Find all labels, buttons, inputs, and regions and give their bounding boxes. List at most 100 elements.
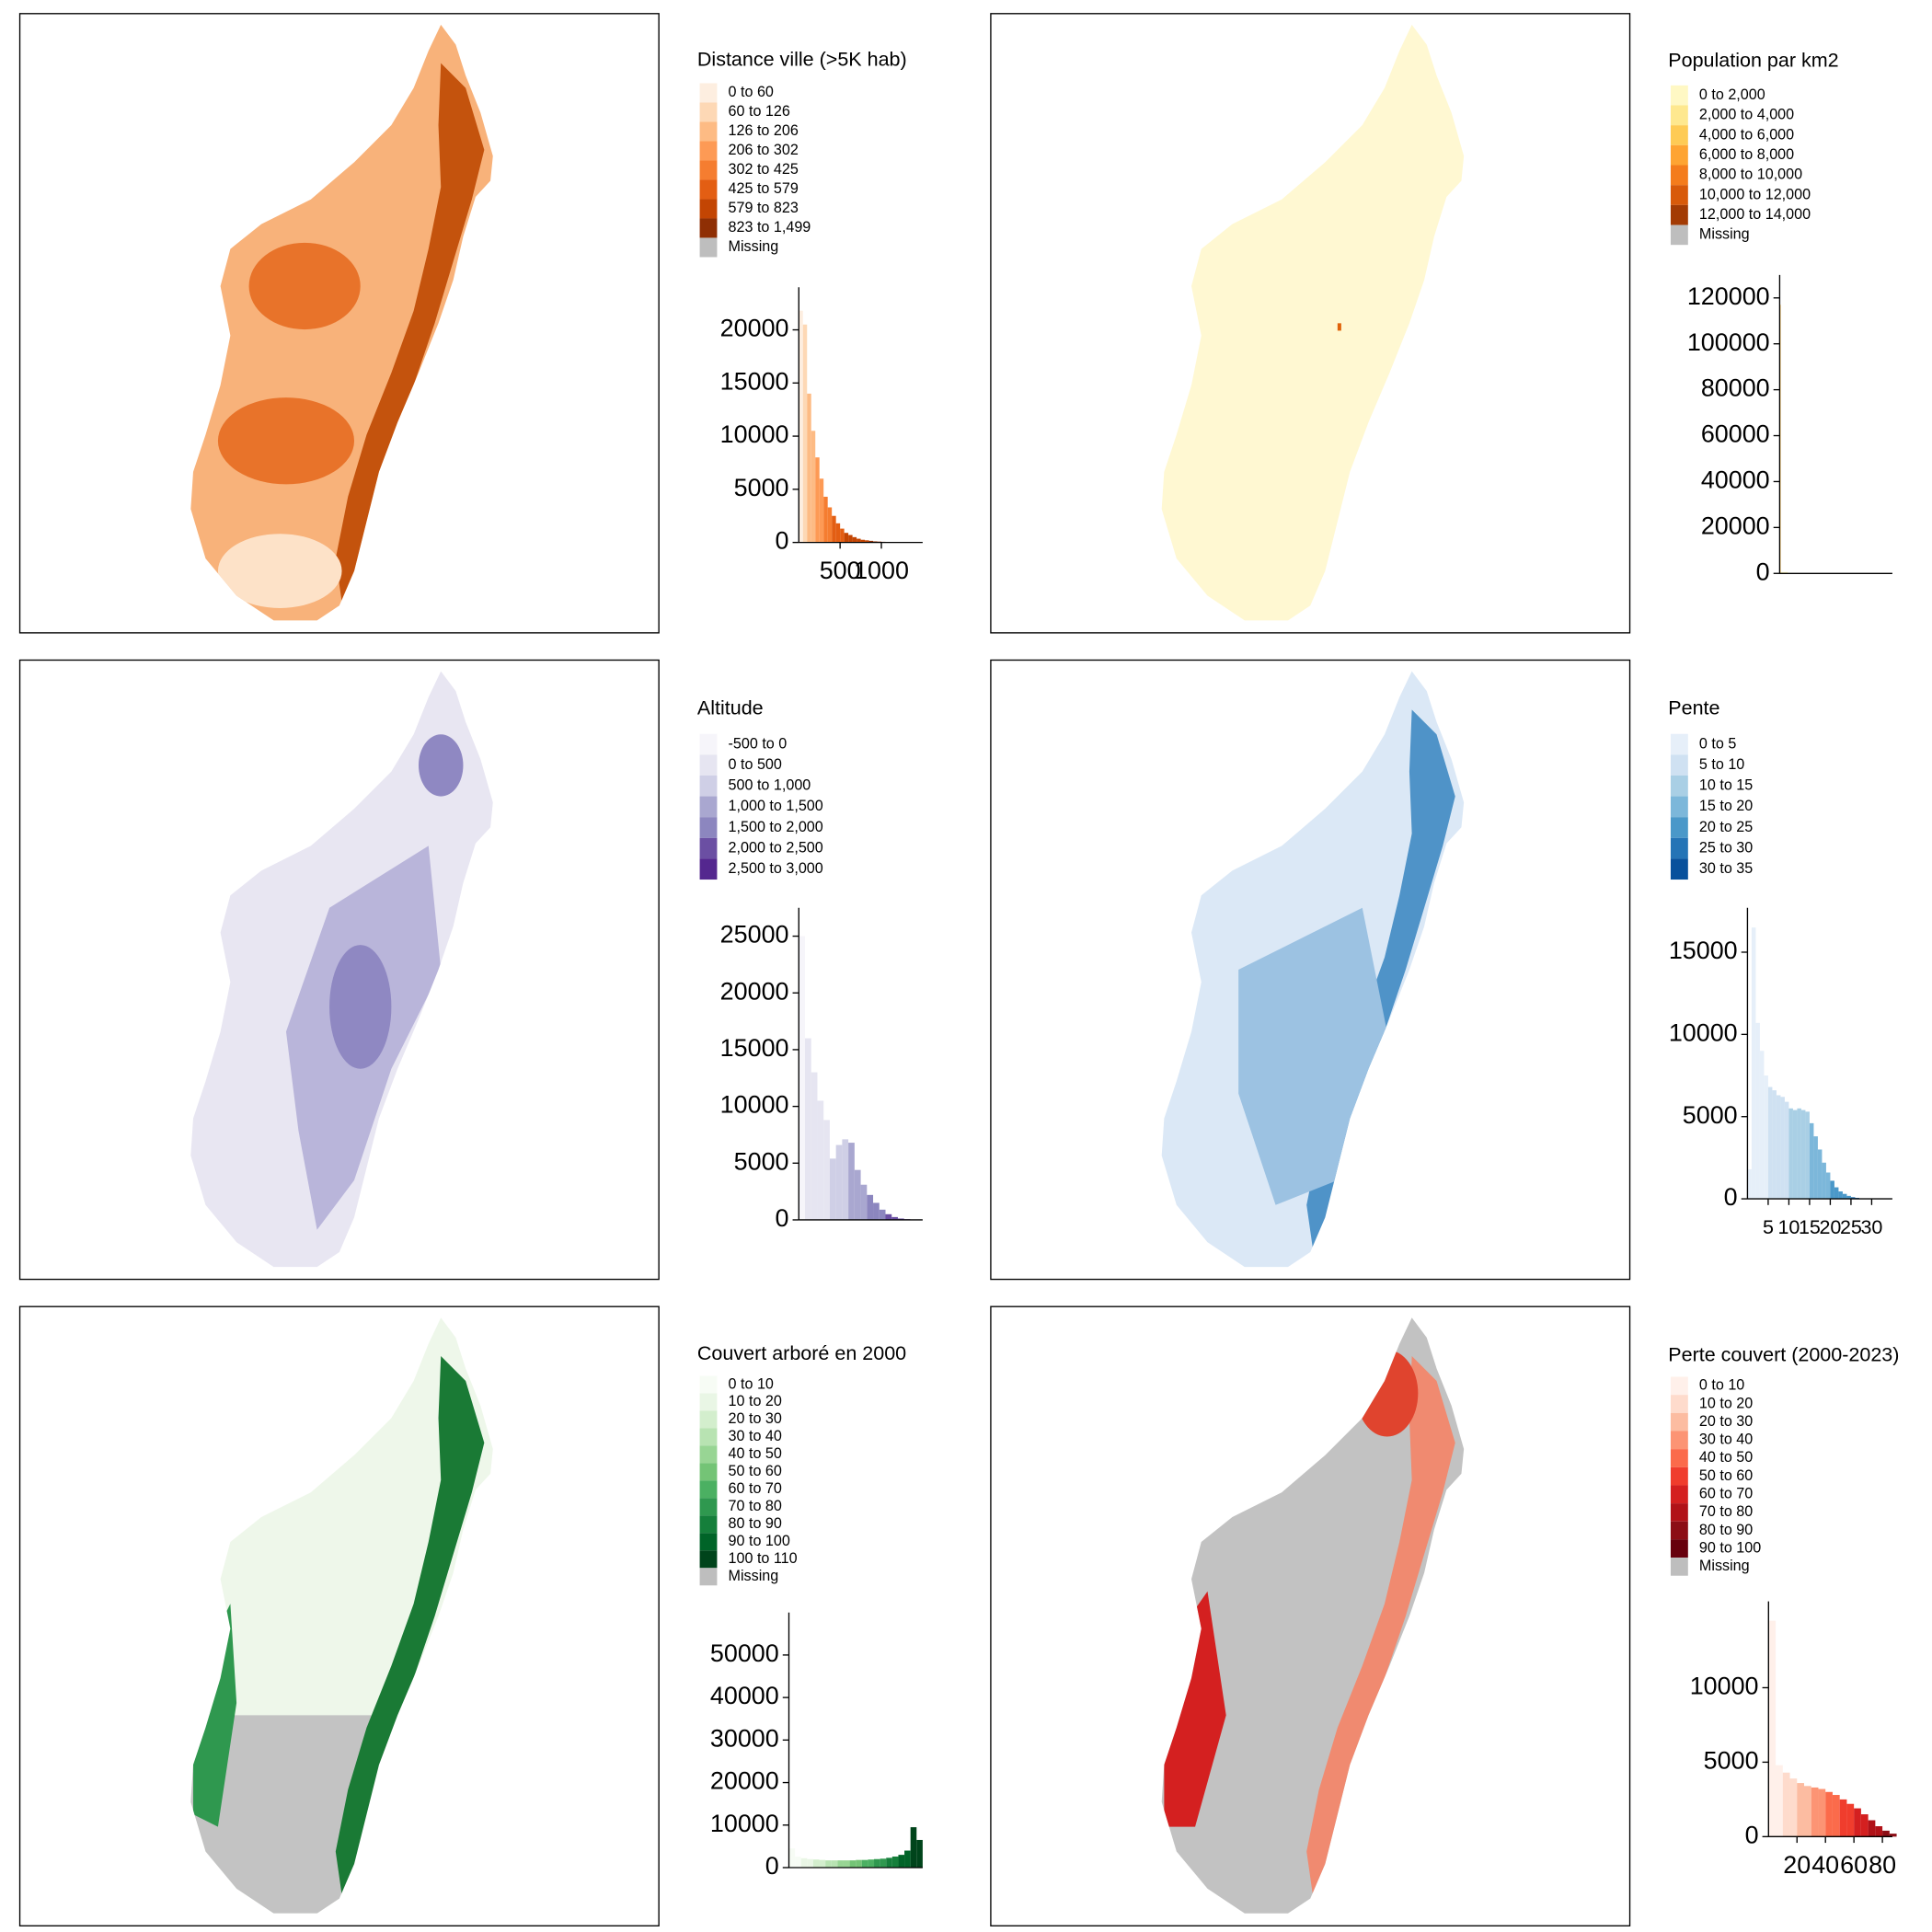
legend-swatch xyxy=(1670,837,1688,859)
y-tick-label: 20000 xyxy=(720,977,789,1005)
histogram-bar xyxy=(840,528,845,543)
histogram-bar xyxy=(852,536,857,543)
histogram-bar xyxy=(891,1856,899,1868)
histogram-bar xyxy=(1780,571,1788,574)
histogram-bar xyxy=(868,1859,875,1868)
legend-swatch xyxy=(1670,817,1688,838)
legend-label: 20 to 30 xyxy=(1699,1413,1753,1430)
histogram-bar xyxy=(1832,1795,1840,1837)
map-panel xyxy=(990,13,1631,634)
histogram-bar xyxy=(844,533,849,543)
histogram-bar xyxy=(1780,1097,1785,1200)
x-tick-label: 500 xyxy=(820,557,861,584)
histogram-bar xyxy=(1797,1783,1804,1837)
legend-label: Missing xyxy=(729,238,779,255)
legend-swatch xyxy=(699,121,718,142)
legend-swatch xyxy=(1670,1431,1688,1450)
x-tick-label: 20 xyxy=(1819,1216,1841,1238)
legend-label: 70 to 80 xyxy=(1699,1503,1753,1520)
legend-swatch xyxy=(1670,1503,1688,1522)
histogram-bar xyxy=(823,496,828,543)
map-panel xyxy=(18,1305,660,1926)
histogram-bar xyxy=(831,1860,838,1868)
legend-title: Couvert arboré en 2000 xyxy=(697,1342,906,1364)
legend-label: 12,000 to 14,000 xyxy=(1699,206,1811,223)
legend-swatch xyxy=(1670,1466,1688,1486)
histogram-bar xyxy=(812,1859,820,1868)
legend-swatch xyxy=(699,1410,718,1429)
legend-label: 8,000 to 10,000 xyxy=(1699,167,1802,183)
legend-swatch xyxy=(699,141,718,161)
legend-label: 579 to 823 xyxy=(729,200,799,216)
histogram-bar xyxy=(1776,1765,1783,1837)
histogram-bar xyxy=(832,515,836,543)
legend-label: 1,000 to 1,500 xyxy=(729,798,823,814)
histogram-bar xyxy=(819,478,824,543)
map-panel xyxy=(990,1305,1631,1926)
histogram-bar xyxy=(1767,1087,1773,1200)
legend-label: 4,000 to 6,000 xyxy=(1699,126,1794,143)
legend-swatch xyxy=(1670,1539,1688,1558)
legend-swatch xyxy=(699,1393,718,1411)
legend-label: 6,000 to 8,000 xyxy=(1699,146,1794,163)
y-tick-label: 100000 xyxy=(1687,328,1770,356)
legend-label: 10,000 to 12,000 xyxy=(1699,186,1811,202)
histogram-bar xyxy=(1805,1111,1810,1200)
legend-label: 40 to 50 xyxy=(1699,1449,1753,1466)
legend-label: 425 to 579 xyxy=(729,180,799,197)
histogram-bar xyxy=(807,393,811,543)
y-tick-label: 0 xyxy=(765,1852,779,1880)
histogram-bar xyxy=(1768,1620,1777,1837)
histogram-bar xyxy=(857,538,861,543)
histogram-bar xyxy=(1825,1172,1831,1200)
legend-swatch xyxy=(699,817,718,838)
histogram-bar xyxy=(807,1858,813,1868)
y-tick-label: 0 xyxy=(776,527,789,555)
legend-label: 0 to 60 xyxy=(729,84,774,100)
histogram-bar xyxy=(1759,1051,1765,1200)
legend-swatch xyxy=(1670,1521,1688,1540)
y-tick-label: 15000 xyxy=(1669,937,1738,964)
histogram-bar xyxy=(1772,1090,1777,1200)
histogram-bar xyxy=(916,1839,923,1868)
legend-swatch xyxy=(1670,796,1688,818)
histogram-bar xyxy=(1747,1168,1752,1200)
y-tick-label: 0 xyxy=(1756,558,1770,585)
histogram-bar xyxy=(829,1158,836,1220)
histogram-bar xyxy=(1834,1187,1839,1200)
histogram-bar xyxy=(1764,1075,1768,1200)
histogram-bar xyxy=(1776,1095,1781,1200)
histogram-bar xyxy=(827,507,833,543)
legend-label: 0 to 2,000 xyxy=(1699,86,1765,103)
histogram-bar xyxy=(867,1194,874,1220)
legend-label: 20 to 25 xyxy=(1699,819,1753,835)
y-tick-label: 5000 xyxy=(734,1147,789,1175)
legend-swatch xyxy=(699,1375,718,1394)
histogram-bar xyxy=(837,1860,844,1868)
histogram-bar xyxy=(811,1072,818,1220)
histogram-bar xyxy=(1800,1110,1806,1200)
histogram-bar xyxy=(1882,1830,1890,1837)
legend-swatch xyxy=(1670,204,1688,225)
histogram-bar xyxy=(879,1209,886,1220)
histogram-bar xyxy=(904,1850,911,1868)
histogram-bar xyxy=(910,1827,917,1868)
map-panel xyxy=(18,13,660,634)
y-tick-label: 60000 xyxy=(1701,420,1770,448)
histogram-bar xyxy=(1813,1136,1818,1200)
histogram-bar xyxy=(1846,1195,1851,1200)
histogram-bar xyxy=(799,936,805,1220)
histogram-bar xyxy=(1839,1799,1847,1837)
histogram-bar xyxy=(1822,1162,1826,1200)
histogram-bar xyxy=(848,1143,855,1220)
legend-swatch xyxy=(1670,144,1688,166)
legend-label: 15 to 20 xyxy=(1699,798,1753,814)
y-tick-label: 10000 xyxy=(1669,1018,1738,1046)
legend-title: Perte couvert (2000-2023) xyxy=(1668,1343,1899,1365)
legend-label: 0 to 5 xyxy=(1699,735,1736,752)
histogram-bar xyxy=(1809,1122,1814,1200)
legend-swatch xyxy=(699,1428,718,1446)
histogram-bar xyxy=(848,535,853,543)
legend-label: 2,000 to 2,500 xyxy=(729,839,823,856)
